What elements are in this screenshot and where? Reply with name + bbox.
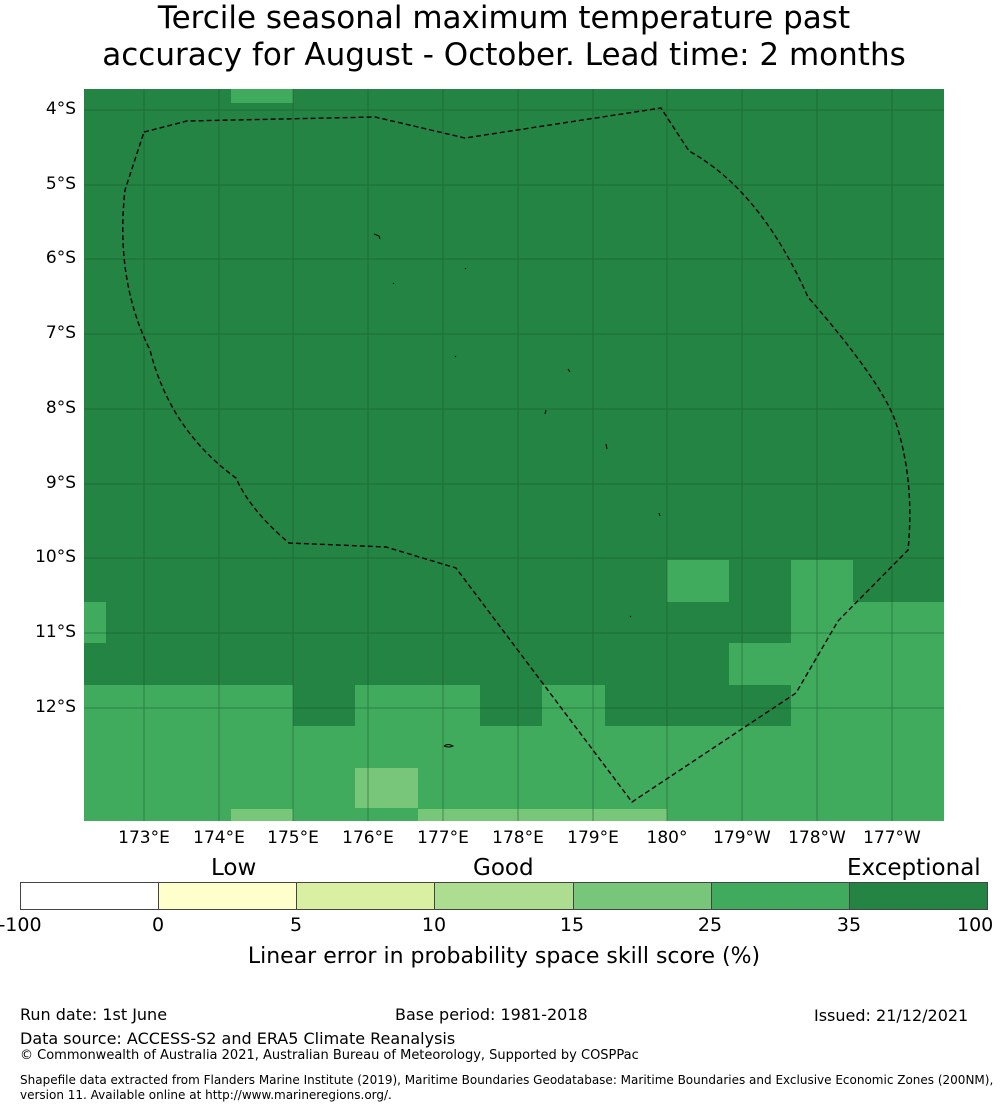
base-period: Base period: 1981-2018 (395, 1005, 588, 1024)
island (454, 355, 457, 358)
copyright: © Commonwealth of Australia 2021, Austra… (20, 1048, 639, 1063)
lat-label: 5°S (45, 174, 76, 194)
lon-label: 177°E (417, 828, 469, 848)
legend-category-good: Good (473, 855, 534, 881)
legend-tick: -100 (0, 914, 42, 936)
island (443, 744, 455, 748)
lat-label: 6°S (45, 248, 76, 268)
legend-swatch (296, 883, 435, 909)
issued-date: Issued: 21/12/2021 (814, 1006, 969, 1025)
title-line-2: accuracy for August - October. Lead time… (102, 37, 906, 73)
skill-cell (293, 726, 355, 821)
lon-label: 178°E (492, 828, 544, 848)
lon-label: 178°W (788, 828, 846, 848)
lat-label: 7°S (45, 323, 76, 343)
legend-swatch (710, 883, 849, 909)
lon-label: 179°W (713, 828, 771, 848)
island (373, 233, 381, 240)
lat-label: 11°S (35, 622, 76, 642)
lat-label: 12°S (35, 697, 76, 717)
island (544, 409, 547, 415)
legend-tick: 5 (289, 914, 303, 936)
legend-swatch (434, 883, 573, 909)
lon-label: 177°W (863, 828, 921, 848)
run-date: Run date: 1st June (20, 1005, 168, 1024)
skill-cells (84, 89, 944, 821)
skill-cell (791, 602, 853, 685)
island (567, 368, 571, 373)
data-source: Data source: ACCESS-S2 and ERA5 Climate … (20, 1029, 456, 1048)
islands (373, 233, 661, 748)
legend-tick: 35 (836, 914, 862, 936)
island (658, 512, 661, 517)
lon-label: 176°E (342, 828, 394, 848)
title-line-1: Tercile seasonal maximum temperature pas… (157, 0, 851, 36)
skill-cell (791, 685, 944, 821)
eez-boundary (122, 107, 911, 803)
legend-tick: 10 (421, 914, 447, 936)
graticule (84, 89, 944, 821)
shapefile-credit-line-1: Shapefile data extracted from Flanders M… (20, 1073, 994, 1087)
skill-cell (231, 89, 293, 103)
map-title: Tercile seasonal maximum temperature pas… (0, 0, 1008, 74)
legend-category-low: Low (211, 855, 257, 881)
lon-label: 180° (646, 828, 688, 848)
skill-cell (605, 726, 791, 821)
shapefile-credit-line-2: version 11. Available online at http://w… (20, 1088, 392, 1102)
legend-swatch (21, 883, 159, 909)
skill-cell (355, 768, 418, 808)
legend-tick: 25 (697, 914, 723, 936)
lat-label: 9°S (45, 473, 76, 493)
lon-label: 175°E (267, 828, 319, 848)
skill-cell (791, 560, 853, 602)
legend-tick: 100 (957, 914, 994, 936)
skill-cell (853, 602, 944, 685)
lat-label: 8°S (45, 398, 76, 418)
island (629, 615, 632, 618)
skill-cell (84, 685, 293, 821)
skill-cell (667, 560, 729, 602)
legend-tick: 0 (151, 914, 165, 936)
legend-category-exceptional: Exceptional (847, 855, 981, 881)
lat-label: 10°S (35, 547, 76, 567)
lon-label: 174°E (193, 828, 245, 848)
island (392, 282, 395, 285)
legend-swatch (572, 883, 711, 909)
skill-cell (84, 602, 106, 643)
lon-label: 173°E (118, 828, 170, 848)
legend-swatch (158, 883, 297, 909)
skill-cell (480, 726, 542, 821)
island (464, 267, 467, 270)
legend-colorbar (20, 882, 988, 910)
legend-tick: 15 (559, 914, 585, 936)
legend-title: Linear error in probability space skill … (247, 944, 761, 969)
island (605, 443, 608, 450)
skill-score-map (84, 89, 944, 821)
skill-cell (418, 809, 667, 821)
skill-cell (729, 643, 791, 685)
legend-swatch (848, 883, 987, 909)
lon-label: 179°E (567, 828, 619, 848)
skill-cell (231, 809, 293, 821)
lat-label: 4°S (45, 99, 76, 119)
